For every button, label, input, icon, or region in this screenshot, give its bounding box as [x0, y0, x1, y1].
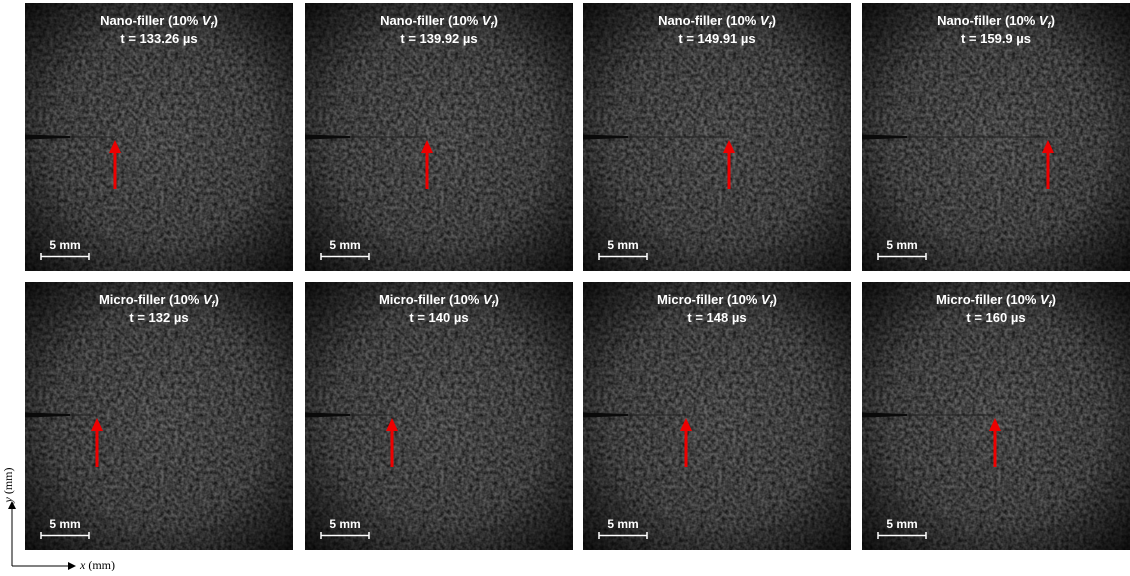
- x-unit: (mm): [88, 558, 115, 571]
- title-var: V: [482, 13, 492, 28]
- title-sub: f: [1049, 299, 1053, 309]
- scale-bar: [877, 253, 927, 260]
- scale-label: 5 mm: [49, 238, 80, 252]
- title-close: ): [215, 292, 219, 307]
- image-panel: Micro-filler (10% Vf)t = 160 µs5 mm: [862, 282, 1130, 550]
- title-close: ): [214, 13, 218, 28]
- time-label: t = 139.92 µs: [400, 31, 477, 46]
- time-label: t = 149.91 µs: [678, 31, 755, 46]
- title-close: ): [772, 13, 776, 28]
- scale-label: 5 mm: [886, 517, 917, 531]
- notch: [862, 134, 907, 140]
- title-close: ): [495, 292, 499, 307]
- notch: [305, 134, 350, 140]
- time-label: t = 133.26 µs: [120, 31, 197, 46]
- y-unit: (mm): [1, 468, 15, 495]
- title-close: ): [1052, 292, 1056, 307]
- scale-bar: [320, 532, 370, 539]
- scale-label: 5 mm: [329, 238, 360, 252]
- y-axis-label: y (mm): [1, 468, 15, 504]
- scale-bar: [877, 532, 927, 539]
- time-label: t = 159.9 µs: [961, 31, 1031, 46]
- notch: [25, 134, 70, 140]
- title-var: V: [202, 13, 212, 28]
- image-panel: Nano-filler (10% Vf)t = 139.92 µs5 mm: [305, 3, 573, 271]
- image-panel: Micro-filler (10% Vf)t = 140 µs5 mm: [305, 282, 573, 550]
- panel-title: Nano-filler (10% Vf): [380, 13, 498, 30]
- image-panel: Nano-filler (10% Vf)t = 149.91 µs5 mm: [583, 3, 851, 271]
- x-axis-label: x (mm): [79, 558, 115, 571]
- x-var: x: [79, 558, 86, 571]
- panel-title: Nano-filler (10% Vf): [100, 13, 218, 30]
- scale-label: 5 mm: [607, 238, 638, 252]
- image-panel: Nano-filler (10% Vf)t = 133.26 µs5 mm: [25, 3, 293, 271]
- title-text: Micro-filler (10%: [657, 292, 761, 307]
- title-var: V: [1039, 13, 1049, 28]
- title-close: ): [773, 292, 777, 307]
- title-text: Nano-filler (10%: [100, 13, 202, 28]
- notch: [25, 412, 70, 418]
- panel-title: Micro-filler (10% Vf): [657, 292, 777, 309]
- scale-bar: [320, 253, 370, 260]
- scale-bar: [598, 253, 648, 260]
- time-label: t = 140 µs: [409, 310, 468, 325]
- title-text: Nano-filler (10%: [937, 13, 1039, 28]
- image-panel: Nano-filler (10% Vf)t = 159.9 µs5 mm: [862, 3, 1130, 271]
- panel-title: Micro-filler (10% Vf): [99, 292, 219, 309]
- arrow-head: [109, 140, 121, 153]
- title-var: V: [761, 292, 771, 307]
- arrow-head: [680, 418, 692, 431]
- title-sub: f: [491, 20, 495, 30]
- title-text: Micro-filler (10%: [936, 292, 1040, 307]
- title-sub: f: [769, 20, 773, 30]
- time-label: t = 132 µs: [129, 310, 188, 325]
- title-close: ): [494, 13, 498, 28]
- title-text: Nano-filler (10%: [658, 13, 760, 28]
- title-text: Micro-filler (10%: [99, 292, 203, 307]
- scale-bar: [40, 253, 90, 260]
- y-var: y: [1, 497, 15, 504]
- panel-title: Micro-filler (10% Vf): [379, 292, 499, 309]
- scale-bar: [598, 532, 648, 539]
- panel-title: Nano-filler (10% Vf): [658, 13, 776, 30]
- scale-label: 5 mm: [329, 517, 360, 531]
- title-var: V: [1040, 292, 1050, 307]
- title-var: V: [760, 13, 770, 28]
- title-sub: f: [1048, 20, 1052, 30]
- title-var: V: [483, 292, 493, 307]
- notch: [305, 412, 350, 418]
- scale-label: 5 mm: [49, 517, 80, 531]
- arrow-head: [723, 140, 735, 153]
- title-sub: f: [211, 20, 215, 30]
- notch: [862, 412, 907, 418]
- time-label: t = 160 µs: [966, 310, 1025, 325]
- arrow-head: [91, 418, 103, 431]
- title-text: Micro-filler (10%: [379, 292, 483, 307]
- title-sub: f: [770, 299, 774, 309]
- scale-label: 5 mm: [607, 517, 638, 531]
- arrow-head: [386, 418, 398, 431]
- notch: [583, 134, 628, 140]
- image-panel: Micro-filler (10% Vf)t = 148 µs5 mm: [583, 282, 851, 550]
- title-sub: f: [492, 299, 496, 309]
- notch: [583, 412, 628, 418]
- time-label: t = 148 µs: [687, 310, 746, 325]
- panel-title: Micro-filler (10% Vf): [936, 292, 1056, 309]
- image-panel: Micro-filler (10% Vf)t = 132 µs5 mm: [25, 282, 293, 550]
- title-close: ): [1051, 13, 1055, 28]
- title-var: V: [203, 292, 213, 307]
- title-sub: f: [212, 299, 216, 309]
- panel-title: Nano-filler (10% Vf): [937, 13, 1055, 30]
- scale-label: 5 mm: [886, 238, 917, 252]
- arrow-head: [1042, 140, 1054, 153]
- title-text: Nano-filler (10%: [380, 13, 482, 28]
- arrow-head: [989, 418, 1001, 431]
- arrow-head: [421, 140, 433, 153]
- axis-indicator: y (mm) x (mm): [1, 468, 115, 573]
- scale-bar: [40, 532, 90, 539]
